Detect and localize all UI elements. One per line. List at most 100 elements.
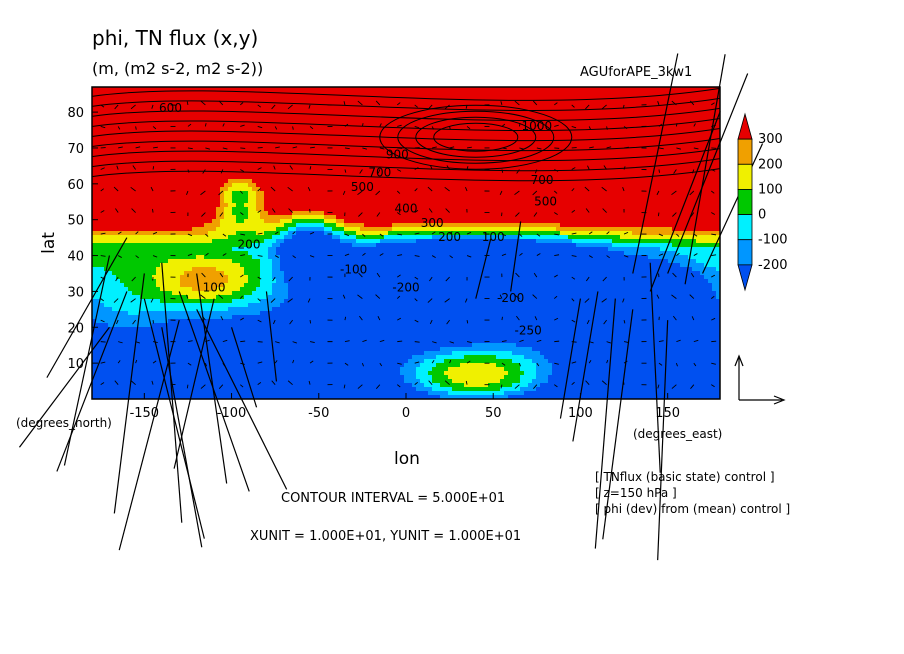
flux-vector [606,359,609,364]
flux-vector [271,104,276,110]
flux-vector-large [657,320,669,561]
flux-vector [357,190,363,196]
flux-vector [292,359,295,364]
contour-label: 300 [421,216,444,230]
flux-vector [711,295,715,299]
flux-vector [571,126,577,129]
flux-vector [271,208,276,213]
flux-vector [711,384,715,388]
flux-vector-large [173,298,215,469]
flux-vector [117,360,121,364]
flux-vector [375,384,381,389]
flux-vector [536,123,539,127]
flux-vector [187,147,193,150]
flux-vector [274,360,278,364]
y-axis: 10 20 30 40 50 60 70 80 [67,106,98,372]
flux-vector [554,124,559,127]
flux-vector [116,165,119,170]
flux-vector [379,123,382,127]
flux-vector [536,233,541,237]
flux-vector [218,100,224,106]
flux-vector [186,384,189,389]
flux-vector-large [46,237,128,378]
flux-vector [309,231,315,235]
flux-vector [287,186,293,192]
flux-vector [671,100,677,106]
flux-vector [588,231,593,235]
flux-vector [432,146,437,149]
flux-vector [499,190,503,196]
flux-vector [465,104,468,109]
y-tick-label: 50 [67,214,84,229]
flux-vector [201,212,206,217]
flux-vector [445,276,450,282]
flux-vector [287,298,293,303]
flux-vector [131,208,136,213]
flux-vector [240,274,244,278]
flux-vector [514,100,520,106]
flux-vector [571,341,577,343]
flux-vector [342,190,346,195]
contour-label: 600 [159,101,182,115]
flux-vector [536,339,542,343]
flux-vector [658,123,663,127]
colorbar-label: 100 [758,182,783,197]
flux-vector [204,123,207,127]
flux-vector [449,255,453,259]
flux-vector [431,255,436,258]
flux-vector [135,126,137,130]
flux-vector [518,123,521,127]
flux-vector [414,361,420,364]
flux-vector [275,341,280,344]
flux-vector [693,147,699,150]
flux-vector [397,274,401,278]
flux-vector [100,210,105,213]
flux-vector [344,169,347,173]
flux-vector [271,380,276,385]
info-line-2: [ z=150 hPa ] [595,486,677,500]
x-tick-label: -150 [130,406,160,421]
flux-vector [533,384,538,389]
flux-vector [288,208,293,213]
x-tick-label: 50 [485,406,502,421]
flux-vector [689,190,695,196]
flux-vector [292,126,294,130]
flux-vector [571,361,577,364]
flux-vector [379,147,385,150]
flux-vector [571,232,577,235]
flux-vector [135,146,141,149]
flux-vector [429,276,433,282]
flux-vector [414,255,420,257]
flux-vector [606,146,612,149]
flux-vector [132,319,136,325]
flux-vector [116,319,119,325]
flux-vector [289,319,293,325]
flux-vector [292,231,296,235]
flux-vector [362,252,366,256]
flux-vector [501,169,504,173]
flux-vector-large [702,143,764,274]
flux-vector [309,360,314,364]
flux-vector [118,341,123,344]
flux-vector [675,123,678,127]
flux-vector [584,186,590,192]
flux-vector [534,169,538,174]
flux-vector [289,165,293,170]
flux-vector [622,298,625,303]
colorbar-label: 200 [758,157,783,172]
flux-vector [100,188,104,192]
flux-vector [571,255,577,257]
flux-vector [534,316,538,321]
flux-vector [308,380,311,385]
flux-vector [113,298,119,303]
flux-vector-large [649,262,661,473]
flux-vector [308,104,311,109]
flux-vector [257,382,262,386]
flux-vector [466,146,472,149]
flux-vector [431,126,435,130]
flux-vector [427,298,433,303]
flux-vector [113,186,119,192]
flux-vector [571,319,576,323]
flux-vector [117,126,121,130]
flux-vector [152,208,154,213]
